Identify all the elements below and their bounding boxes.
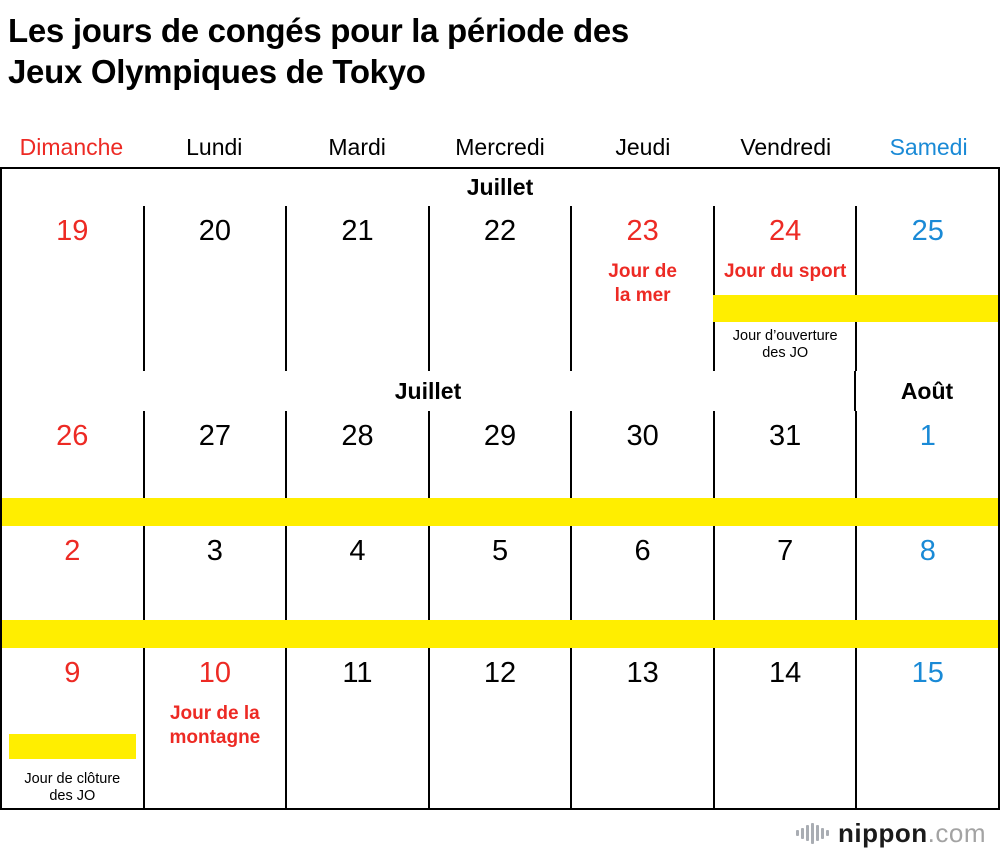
day-number: 21 [341,215,374,247]
day-headers-row: Dimanche Lundi Mardi Mercredi Jeudi Vend… [0,132,1000,162]
note-jour-de-cloture-des-jo: Jour de clôture des JO [24,771,121,804]
month-label-juillet-1: Juillet [466,174,534,200]
day-number: 3 [206,535,223,567]
day-number: 24 [769,215,802,247]
olympics-period-highlight-band [2,620,998,648]
day-cell-22: 22 [427,206,571,371]
day-number: 2 [64,535,81,567]
week-row-aug-2-8: 2 3 4 5 6 7 8 [2,526,999,648]
day-header-jeudi: Jeudi [615,134,671,160]
day-cell-aug-14: 14 [712,648,856,808]
day-header-lundi: Lundi [186,134,243,160]
day-number: 8 [919,535,936,567]
day-number: 23 [626,215,659,247]
day-number: 25 [911,215,944,247]
day-number: 5 [491,535,509,567]
olympics-period-highlight-band [713,295,998,322]
day-number: 12 [483,657,517,689]
title-line-1: Les jours de congés pour la période des [8,12,629,49]
day-header-samedi: Samedi [889,134,968,160]
day-cell-aug-11: 11 [285,648,428,808]
day-number: 27 [198,420,231,452]
day-number: 20 [198,215,231,247]
day-number: 15 [911,657,944,689]
day-number: 4 [349,535,366,567]
day-number: 31 [769,420,802,452]
soundwave-bars-icon [796,822,831,844]
day-header-dimanche: Dimanche [19,134,124,160]
brand-name: nippon [838,818,928,848]
footer: nippon.com [0,820,1000,846]
month-label-aout: Août [854,371,998,411]
day-number: 14 [769,657,802,689]
day-header-mardi: Mardi [328,134,386,160]
day-cell-19: 19 [2,206,143,371]
nippon-logo-text: nippon.com [838,820,986,846]
day-cell-24: 24 Jour du sport Jour d’ouverture des JO [712,206,856,371]
brand-suffix: .com [927,818,986,848]
day-number: 10 [198,657,231,689]
holiday-label-jour-du-sport: Jour du sport [723,261,847,282]
week-row-july-19-25: 19 20 21 22 23 Jour de la mer 24 Jour du… [2,206,999,371]
day-cell-aug-10: 10 Jour de la montagne [142,648,286,808]
week-row-july-26-aug-1: 26 27 28 29 30 31 1 [2,411,999,526]
day-number: 13 [626,657,659,689]
day-cell-aug-15: 15 [855,648,999,808]
day-number: 19 [56,215,89,247]
day-number: 29 [483,420,517,452]
day-cell-aug-12: 12 [427,648,571,808]
day-cell-25: 25 [855,206,999,371]
note-jour-douverture-des-jo: Jour d’ouverture des JO [732,328,838,361]
day-cell-aug-9: 9 Jour de clôture des JO [2,648,143,808]
nippon-com-logo: nippon.com [796,820,986,846]
day-number: 9 [64,657,81,689]
olympics-closing-highlight-band [9,734,136,759]
week-row-aug-9-15: 9 Jour de clôture des JO 10 Jour de la m… [2,648,999,808]
olympics-period-highlight-band [2,498,998,526]
day-cell-23: 23 Jour de la mer [570,206,713,371]
month-header-row-2: Juillet Août [2,371,998,411]
day-number: 30 [626,420,659,452]
month-header-row-1: Juillet [2,169,998,206]
day-number: 28 [341,420,374,452]
day-header-vendredi: Vendredi [740,134,832,160]
holiday-label-jour-de-la-mer: Jour de la mer [608,261,677,306]
day-number: 11 [342,657,373,689]
day-cell-21: 21 [285,206,428,371]
day-cell-aug-13: 13 [570,648,713,808]
holiday-label-jour-de-la-montagne: Jour de la montagne [169,703,261,748]
month-label-juillet-2: Juillet [394,377,462,404]
day-header-mercredi: Mercredi [455,134,545,160]
day-number: 1 [919,420,936,452]
day-cell-20: 20 [142,206,286,371]
day-number: 26 [56,420,89,452]
calendar-grid: Juillet 19 20 21 22 23 Jour de la mer 24… [0,167,1000,810]
day-number: 7 [777,535,794,567]
day-number: 22 [483,215,517,247]
day-number: 6 [634,535,651,567]
page-title: Les jours de congés pour la période des … [0,0,1000,92]
title-line-2: Jeux Olympiques de Tokyo [8,53,426,90]
